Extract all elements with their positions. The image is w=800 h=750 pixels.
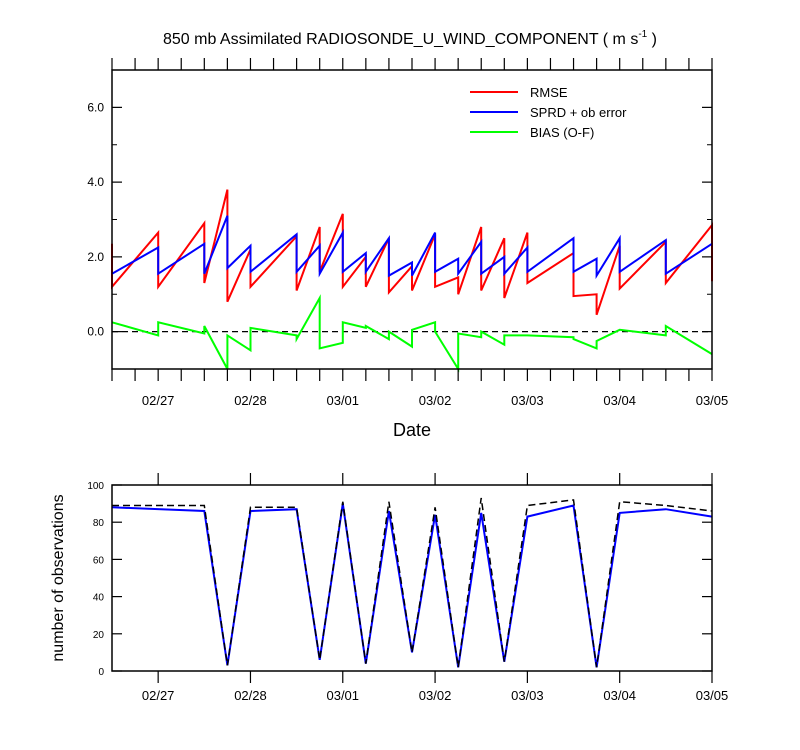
bottom-axis-ticks: 0 20 40 60 80 100 02/27 02/28 03/01 03/02 03/03 03/… bbox=[87, 473, 728, 703]
top-axis-ticks: 0.0 2.0 4.0 6.0 02/27 02/28 03/01 03/02 03/03 03/… bbox=[87, 58, 728, 408]
x-tick-label: 02/27 bbox=[142, 393, 175, 408]
y-tick-label: 80 bbox=[93, 518, 105, 529]
series-line-observations-used bbox=[111, 503, 713, 668]
x-tick-label: 03/01 bbox=[326, 393, 359, 408]
x-tick-label: 03/01 bbox=[326, 688, 359, 703]
series-line-bias-o-f bbox=[111, 294, 713, 373]
chart-title: 850 mb Assimilated RADIOSONDE_U_WIND_COM… bbox=[163, 29, 657, 48]
top-series-lines bbox=[111, 189, 713, 373]
x-tick-label: 02/28 bbox=[234, 688, 267, 703]
legend-label: SPRD + ob error bbox=[530, 105, 627, 120]
bottom-plot-frame bbox=[111, 484, 713, 672]
series-line-rmse bbox=[111, 189, 713, 316]
y-tick-label: 0 bbox=[98, 667, 104, 678]
series-line-observations-possible bbox=[112, 497, 713, 668]
x-tick-label: 03/03 bbox=[511, 393, 544, 408]
y-tick-label: 0.0 bbox=[87, 325, 104, 339]
legend: RMSE SPRD + ob error BIAS (O-F) bbox=[470, 85, 627, 140]
x-tick-label: 03/04 bbox=[603, 393, 636, 408]
bottom-panel: 0 20 40 60 80 100 02/27 02/28 03/01 03/02 03/03 03/… bbox=[50, 473, 728, 703]
x-tick-label: 03/05 bbox=[696, 688, 729, 703]
y-tick-label: 20 bbox=[93, 630, 105, 641]
x-tick-label: 03/03 bbox=[511, 688, 544, 703]
y-tick-label: 4.0 bbox=[87, 175, 104, 189]
x-tick-label: 02/28 bbox=[234, 393, 267, 408]
y-axis-label-observations: number of observations bbox=[50, 494, 67, 661]
x-tick-label: 03/02 bbox=[419, 393, 452, 408]
x-tick-label: 03/05 bbox=[696, 393, 729, 408]
y-tick-label: 40 bbox=[93, 593, 105, 604]
series-line-sprd-ob-error bbox=[111, 215, 713, 280]
x-tick-label: 02/27 bbox=[142, 688, 175, 703]
y-tick-label: 6.0 bbox=[87, 100, 104, 114]
x-axis-label: Date bbox=[393, 420, 431, 440]
chart-title-superscript: -1 bbox=[638, 29, 647, 40]
bottom-series-lines bbox=[111, 497, 713, 668]
legend-label: RMSE bbox=[530, 85, 568, 100]
y-tick-label: 2.0 bbox=[87, 250, 104, 264]
y-tick-label: 60 bbox=[93, 555, 105, 566]
y-tick-label: 100 bbox=[87, 481, 104, 492]
chart-title-main: 850 mb Assimilated RADIOSONDE_U_WIND_COM… bbox=[163, 31, 638, 48]
chart-title-end: ) bbox=[647, 31, 657, 48]
top-panel: 0.0 2.0 4.0 6.0 02/27 02/28 03/01 03/02 03/03 03/… bbox=[87, 58, 728, 440]
x-tick-label: 03/04 bbox=[603, 688, 636, 703]
legend-label: BIAS (O-F) bbox=[530, 125, 594, 140]
x-tick-label: 03/02 bbox=[419, 688, 452, 703]
